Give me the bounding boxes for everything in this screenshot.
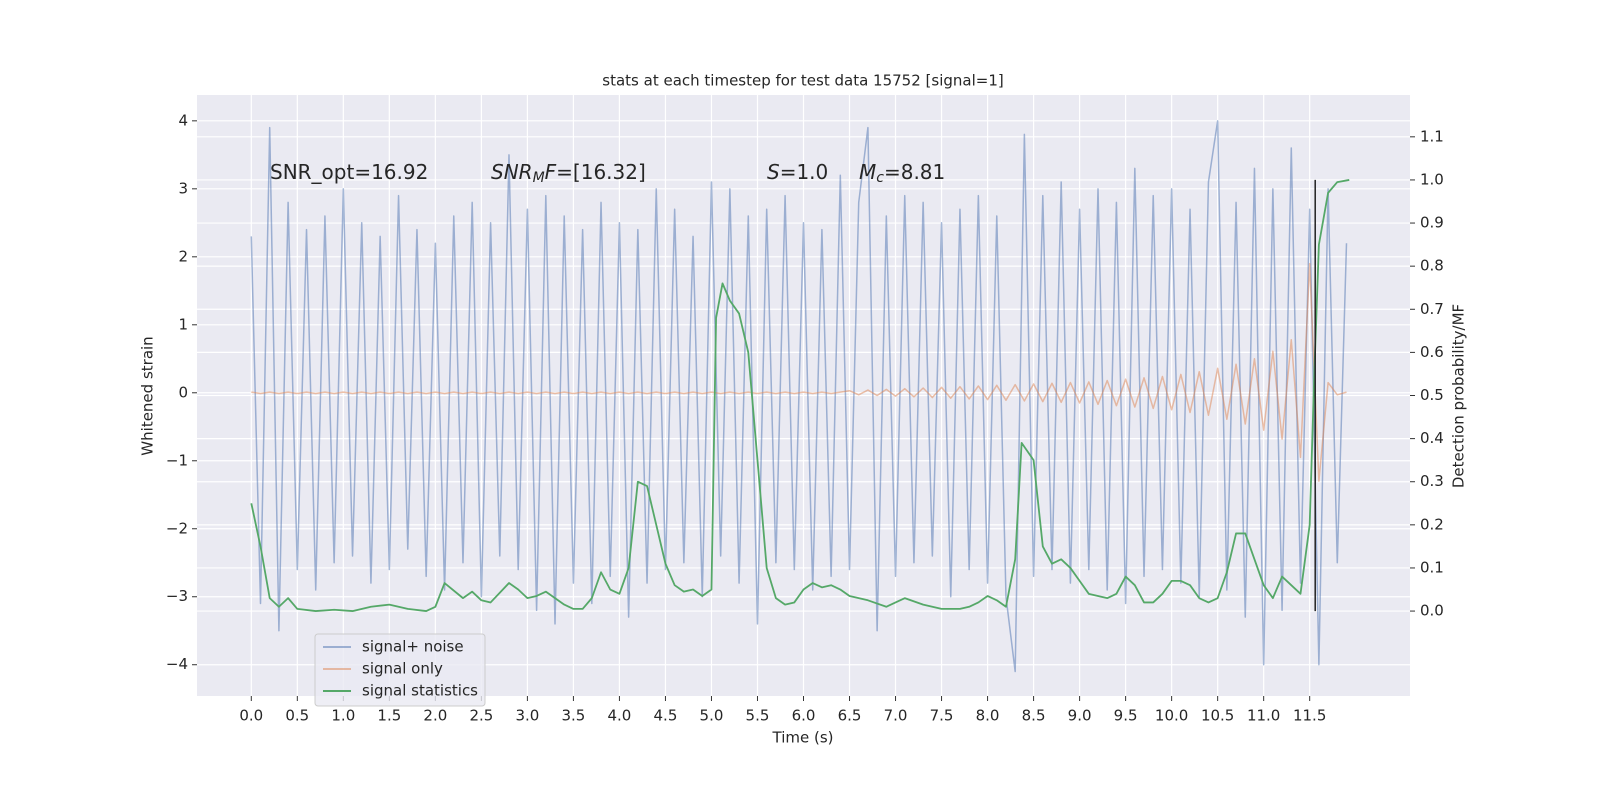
annotation-part: M: [859, 160, 876, 184]
x-tick-label: 11.5: [1293, 707, 1326, 725]
y-tick-label: 3: [178, 179, 188, 197]
y2-tick-label: 1.1: [1420, 127, 1444, 145]
x-tick-label: 5.0: [700, 707, 724, 725]
x-tick-label: 1.5: [377, 707, 401, 725]
annotation-part: M: [533, 170, 545, 186]
x-tick-label: 10.5: [1201, 707, 1234, 725]
x-tick-label: 0.0: [239, 707, 263, 725]
y-tick-label: −4: [166, 655, 188, 673]
series-line: [250, 120, 1348, 673]
x-tick-label: 2.5: [469, 707, 493, 725]
x-tick-label: 9.0: [1068, 707, 1092, 725]
y2-axis-label: Detection probability/MF: [1450, 304, 1468, 488]
series-line: [250, 179, 1350, 612]
x-tick-label: 7.5: [930, 707, 954, 725]
y-tick-label: 1: [178, 315, 188, 333]
y-tick-label: −3: [166, 587, 188, 605]
x-tick-label: 4.5: [654, 707, 678, 725]
annotation: Mc=8.81: [859, 160, 945, 187]
x-tick-label: 4.0: [608, 707, 632, 725]
annotation-part: SNR_opt=16.92: [270, 160, 428, 184]
legend-box: [314, 633, 486, 707]
x-tick-label: 8.5: [1022, 707, 1046, 725]
x-tick-label: 5.5: [746, 707, 770, 725]
y-tick-label: 4: [178, 111, 188, 129]
annotation-part: S: [767, 160, 780, 184]
y2-tick-label: 0.7: [1420, 300, 1444, 318]
annotation-part: c: [876, 170, 884, 186]
x-tick-label: 6.0: [792, 707, 816, 725]
legend-label: signal+ noise: [362, 638, 464, 656]
x-tick-label: 11.0: [1247, 707, 1280, 725]
y2-tick-label: 0.5: [1420, 386, 1444, 404]
y2-tick-label: 0.6: [1420, 343, 1444, 361]
y2-tick-label: 0.3: [1420, 472, 1444, 490]
annotation-part: =1.0: [780, 160, 829, 184]
y2-tick-label: 0.0: [1420, 602, 1444, 620]
y-tick-label: −2: [166, 519, 188, 537]
y2-tick-label: 0.8: [1420, 257, 1444, 275]
y-tick-label: 2: [178, 247, 188, 265]
y2-tick-label: 0.1: [1420, 558, 1444, 576]
annotation-part: =[16.32]: [556, 160, 646, 184]
chart-title: stats at each timestep for test data 157…: [602, 72, 1003, 90]
x-tick-label: 2.0: [423, 707, 447, 725]
x-tick-label: 6.5: [838, 707, 862, 725]
y2-tick-label: 1.0: [1420, 170, 1444, 188]
annotation-part: =8.81: [884, 160, 945, 184]
x-tick-label: 9.5: [1114, 707, 1138, 725]
plot-area: [250, 120, 1350, 673]
x-tick-label: 7.0: [884, 707, 908, 725]
annotation: S=1.0: [767, 160, 828, 184]
y2-tick-label: 0.9: [1420, 214, 1444, 232]
x-tick-label: 0.5: [285, 707, 309, 725]
legend-label: signal statistics: [362, 682, 478, 700]
x-tick-label: 1.0: [331, 707, 355, 725]
x-tick-label: 8.0: [976, 707, 1000, 725]
annotation-part: F: [545, 160, 557, 184]
annotation: SNRMF=[16.32]: [491, 160, 646, 187]
annotation-part: SNR: [491, 160, 533, 184]
x-tick-label: 3.0: [515, 707, 539, 725]
y-axis-label: Whitened strain: [139, 336, 157, 455]
x-tick-label: 10.0: [1155, 707, 1188, 725]
y-tick-label: 0: [178, 383, 188, 401]
x-axis-label: Time (s): [772, 729, 834, 747]
x-tick-label: 3.5: [561, 707, 585, 725]
legend-label: signal only: [362, 660, 443, 678]
series-line: [251, 262, 1347, 482]
y-tick-label: −1: [166, 451, 188, 469]
annotation: SNR_opt=16.92: [270, 160, 428, 184]
y2-tick-label: 0.2: [1420, 515, 1444, 533]
y2-tick-label: 0.4: [1420, 429, 1444, 447]
